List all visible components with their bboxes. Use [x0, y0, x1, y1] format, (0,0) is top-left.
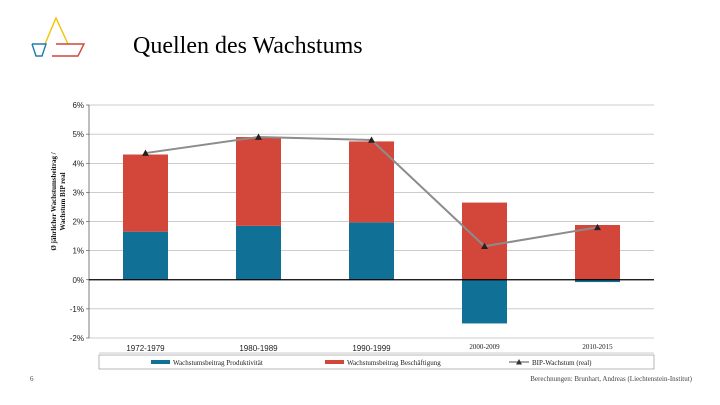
y-tick-label: 6% [72, 101, 84, 110]
x-category-label: 2000-2009 [469, 343, 500, 351]
bar-produktivitaet [462, 279, 507, 324]
y-tick-label: 0% [72, 276, 84, 285]
legend-swatch-produktivitaet [151, 360, 170, 364]
bar-beschaeftigung [123, 154, 168, 232]
bar-beschaeftigung [462, 202, 507, 280]
slide-number: 6 [30, 375, 34, 383]
bar-produktivitaet [349, 222, 394, 280]
y-tick-label: 1% [72, 247, 84, 256]
y-tick-label: 4% [72, 159, 84, 168]
bars [123, 137, 620, 324]
y-tick-label: -2% [70, 334, 84, 343]
y-axis-ticks: 6% 5% 4% 3% 2% 1% 0% -1% -2% [70, 101, 84, 343]
y-tick-label: -1% [70, 305, 84, 314]
bip-point [142, 149, 149, 156]
legend-swatch-beschaeftigung [325, 360, 344, 364]
x-category-label: 1990-1999 [352, 344, 391, 353]
legend-box [98, 354, 655, 370]
y-tick-label: 2% [72, 218, 84, 227]
y-axis-label-line2: Wachstum BIP real [59, 172, 67, 230]
legend: Wachstumsbeitrag Produktivität Wachstums… [98, 354, 655, 370]
slide-title: Quellen des Wachstums [133, 33, 363, 59]
y-tick-label: 3% [72, 188, 84, 197]
logo-shape-blue [31, 43, 47, 57]
bip-point [368, 136, 375, 143]
x-axis-categories: 1972-1979 1980-1989 1990-1999 2000-2009 2010… [99, 343, 654, 354]
bar-produktivitaet [575, 279, 620, 283]
x-category-label: 1980-1989 [239, 344, 278, 353]
x-category-label: 1972-1979 [126, 344, 165, 353]
bar-beschaeftigung [236, 137, 281, 226]
legend-label-bip: BIP-Wachstum (real) [532, 359, 592, 367]
bip-point [255, 133, 262, 140]
bip-point [594, 223, 601, 231]
bar-produktivitaet [236, 225, 281, 280]
legend-label-beschaeftigung: Wachstumsbeitrag Beschäftigung [347, 359, 441, 367]
y-tick-label: 5% [72, 130, 84, 139]
logo-shape-red [52, 43, 86, 57]
y-axis-label-line1: Ø jährlicher Wachstumsbeitrag / [50, 151, 58, 250]
legend-label-produktivitaet: Wachstumsbeitrag Produktivität [173, 359, 263, 367]
legend-marker-bip [516, 359, 522, 365]
logo [31, 16, 86, 57]
line-series [142, 133, 601, 250]
x-category-label: 2010-2015 [582, 343, 613, 351]
bar-beschaeftigung [575, 224, 620, 280]
bar-produktivitaet [123, 231, 168, 280]
source-note: Berechnungen: Brunhart, Andreas (Liechte… [530, 375, 692, 383]
bip-point [481, 242, 488, 250]
logo-triangle-yellow [44, 16, 69, 45]
